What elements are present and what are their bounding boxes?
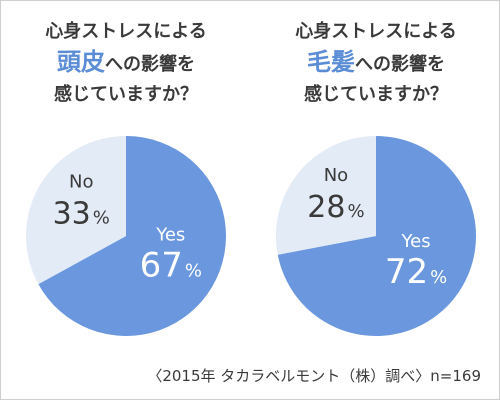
slice-value-unit: % xyxy=(347,201,364,222)
title-line-1: 心身ストレスによる xyxy=(45,21,207,42)
slice-value-unit: % xyxy=(93,208,110,229)
slice-value-unit: % xyxy=(185,260,202,281)
slice-label-yes: Yes xyxy=(401,231,431,252)
slice-value-number: 72 xyxy=(385,252,428,292)
chart-title: 心身ストレスによる 毛髪への影響を 感じていますか？ xyxy=(251,17,500,110)
title-line-2: 頭皮への影響を xyxy=(1,47,251,80)
slice-value-number: 67 xyxy=(140,245,183,285)
pie-slice-yes xyxy=(38,136,227,336)
title-highlight: 頭皮 xyxy=(57,48,105,76)
pie-slice-no xyxy=(26,136,127,285)
slice-value-no: 33% xyxy=(53,197,110,232)
slice-label-yes: Yes xyxy=(155,224,185,245)
title-line-1: 心身ストレスによる xyxy=(295,21,457,42)
title-highlight: 毛髪 xyxy=(307,48,355,76)
slice-value-yes: 67% xyxy=(140,245,202,285)
chart-hair: 心身ストレスによる 毛髪への影響を 感じていますか？ Yes 72% No 28% xyxy=(251,1,500,361)
slice-label-no: No xyxy=(324,165,348,186)
slice-value-no: 28% xyxy=(307,190,364,225)
slice-value-yes: 72% xyxy=(385,252,447,292)
source-note: 〈2015年 タカラベルモント（株）調べ〉n=169 xyxy=(147,367,481,385)
slice-value-unit: % xyxy=(430,267,447,288)
slice-value-number: 33 xyxy=(53,197,91,232)
title-line-3: 感じていますか？ xyxy=(54,84,198,105)
title-line-3: 感じていますか？ xyxy=(304,84,448,105)
pie-slice-yes xyxy=(277,136,476,336)
title-line-2: 毛髪への影響を xyxy=(251,47,500,80)
pie-slice-no xyxy=(276,136,376,255)
chart-scalp: 心身ストレスによる 頭皮への影響を 感じていますか？ Yes 67% No 33% xyxy=(1,1,251,361)
chart-title: 心身ストレスによる 頭皮への影響を 感じていますか？ xyxy=(1,17,251,110)
title-line-2-rest: への影響を xyxy=(355,54,445,75)
slice-label-no: No xyxy=(69,172,93,193)
slice-value-number: 28 xyxy=(307,190,345,225)
title-line-2-rest: への影響を xyxy=(105,54,195,75)
